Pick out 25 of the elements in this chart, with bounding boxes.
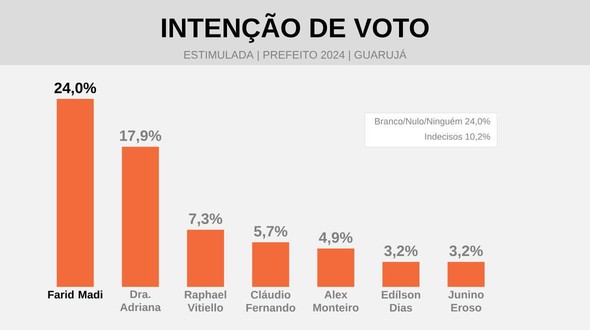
data-label: 17,9% (120, 130, 162, 144)
x-tick-label: Alex Monteiro (313, 290, 359, 312)
x-tick-label: Dra. Adriana (120, 290, 161, 312)
bar (382, 262, 420, 287)
bar (187, 230, 224, 287)
bar (317, 248, 354, 287)
data-label: 7,3% (189, 213, 222, 226)
chart-subtitle: ESTIMULADA | PREFEITO 2024 | GUARUJÁ (184, 49, 407, 61)
data-label: 4,9% (318, 232, 353, 245)
chart-title: INTENÇÃO DE VOTO (162, 13, 429, 43)
data-label: 5,7% (254, 226, 288, 239)
x-tick-label: Farid Madi (48, 290, 102, 299)
data-label: 3,2% (384, 246, 418, 258)
data-label: 24,0% (54, 82, 96, 96)
bar (56, 98, 94, 287)
annotation: Branco/Nulo/Ninguém 24,0% (375, 118, 490, 126)
x-tick-label: Edílson Dias (382, 290, 420, 312)
bar (448, 262, 485, 287)
data-label: 3,2% (449, 246, 483, 258)
annotation: Indecisos 10,2% (425, 133, 490, 141)
x-tick-label: Junino Eroso (448, 290, 484, 312)
x-tick-label: Cláudio Fernando (246, 290, 296, 312)
x-tick-label: Raphael Vitiello (184, 290, 226, 312)
bar (122, 146, 159, 287)
bar (252, 242, 290, 287)
